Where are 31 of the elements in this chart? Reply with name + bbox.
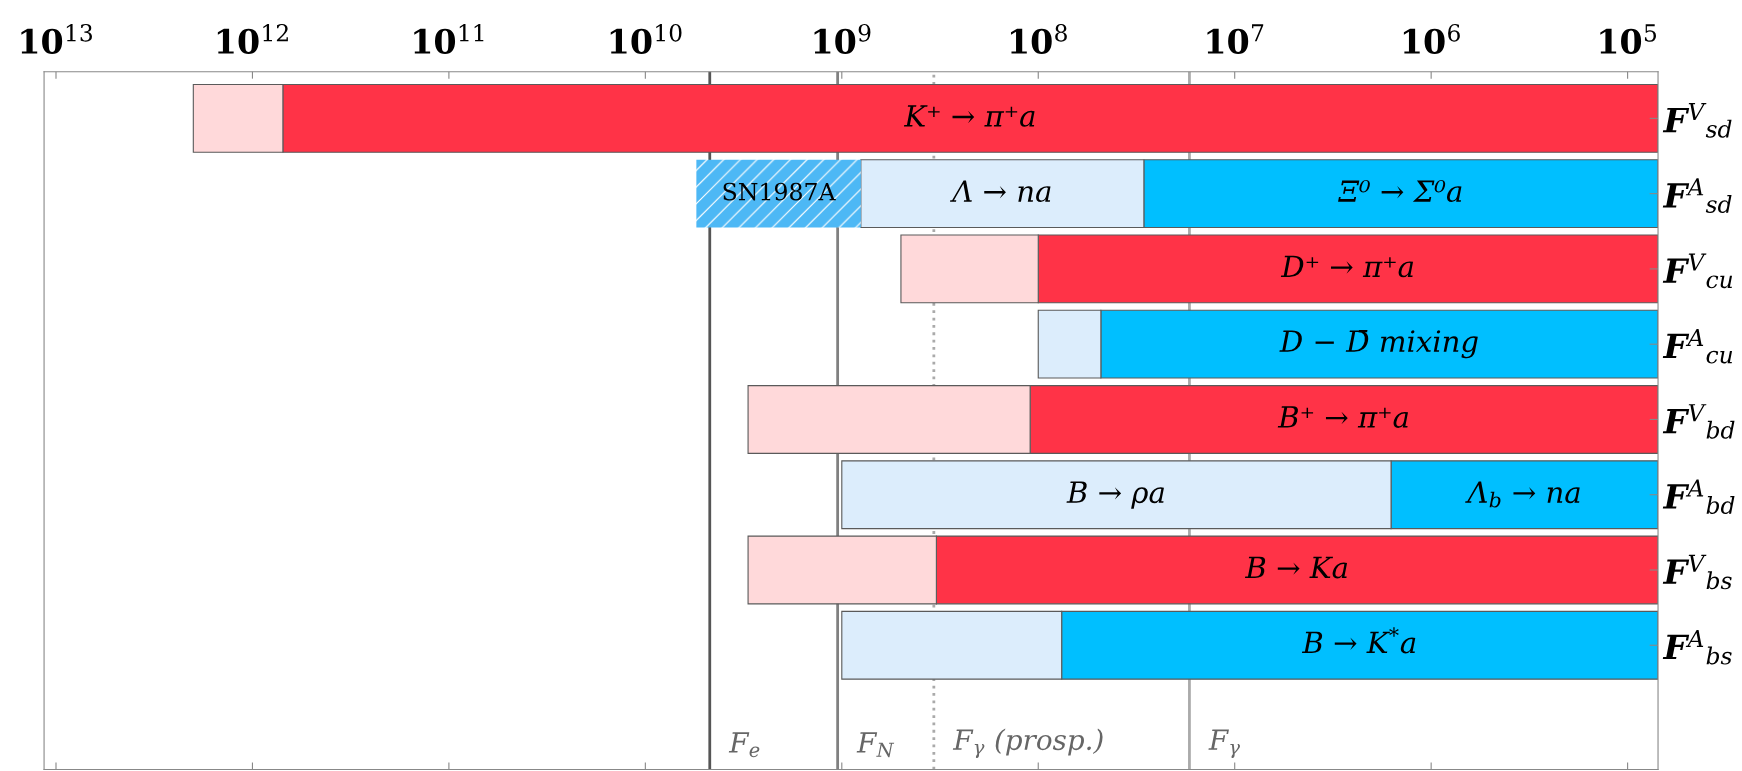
data-label: B⁺ → π⁺a <box>1277 406 1409 428</box>
data-label: Λ → na <box>950 180 1051 203</box>
data-label: Λ$_{b}$ → na <box>1465 481 1580 508</box>
x-tick-label: 10$^{12}$ <box>217 23 288 54</box>
y-tick-label: F$^{V}$$_{bs}$ <box>1662 554 1732 590</box>
y-tick-label: F$^{V}$$_{sd}$ <box>1662 103 1732 138</box>
y-tick-label: F$^{A}$$_{cu}$ <box>1662 328 1733 364</box>
y-tick-label: F$^{A}$$_{bs}$ <box>1662 629 1732 665</box>
y-tick-label: F$^{V}$$_{bd}$ <box>1662 404 1735 439</box>
data-label: Ξ⁰ → Σ⁰a <box>1338 180 1462 203</box>
x-tick-label: 10$^{11}$ <box>414 23 484 54</box>
ref-line-label: F$_{γ}$ <box>1208 729 1240 759</box>
data-label: B → Ka <box>1244 556 1348 579</box>
ref-line-label: F$_{e}$ <box>728 732 760 758</box>
ref-line-label: F$_{γ}$ (prosp.) <box>952 728 1103 759</box>
x-tick-label: 10$^{9}$ <box>814 23 871 54</box>
x-tick-label: 10$^{5}$ <box>1600 24 1657 54</box>
data-label: D⁺ → π⁺a <box>1280 255 1414 278</box>
y-tick-label: F$^{A}$$_{bd}$ <box>1662 479 1735 515</box>
x-tick-label: 10$^{10}$ <box>610 23 682 54</box>
x-tick-label: 10$^{6}$ <box>1403 23 1460 54</box>
y-tick-label: F$^{A}$$_{sd}$ <box>1662 178 1732 213</box>
x-tick-label: 10$^{8}$ <box>1010 23 1067 54</box>
x-tick-label: 10$^{7}$ <box>1207 24 1264 54</box>
data-label: B → ρa <box>1066 481 1164 509</box>
x-tick-label: 10$^{13}$ <box>21 23 92 54</box>
data-label: B → K$^{*}$a <box>1301 627 1416 654</box>
data-label: D − D̄ mixing <box>1279 330 1478 359</box>
data-label: K⁺ → π⁺a <box>903 105 1035 127</box>
ref-line-label: F$_{N}$ <box>856 732 895 758</box>
y-tick-label: F$^{V}$$_{cu}$ <box>1662 253 1733 289</box>
